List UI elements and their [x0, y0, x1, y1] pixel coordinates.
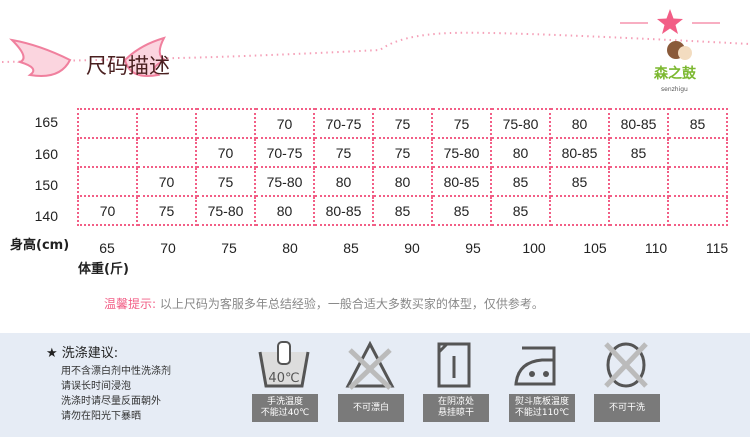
table-cell: 75-80	[490, 108, 551, 139]
table-cell	[136, 108, 197, 139]
care-line: 洗涤时请尽量反面朝外	[61, 396, 161, 407]
table-cell	[608, 195, 669, 226]
page-title: 尺码描述	[86, 54, 170, 78]
table-row: 70 70-75 75 75 75-80 80 80-85 85	[77, 108, 728, 139]
table-cell	[195, 108, 256, 139]
care-line: 请误长时间浸泡	[61, 381, 131, 392]
table-cell: 75	[313, 137, 374, 168]
table-cell: 75	[136, 195, 197, 226]
right-wing-icon	[123, 36, 168, 77]
care-label: 在阴凉处 悬挂晾干	[423, 394, 489, 422]
care-label: 不可漂白	[338, 394, 404, 422]
table-cell: 85	[431, 195, 492, 226]
table-cell: 80	[372, 166, 433, 197]
table-cell: 80	[313, 166, 374, 197]
tip-text: 以上尺码为客服多年总结经验，一般合适大多数买家的体型，仅供参考。	[159, 297, 544, 311]
table-cell: 75	[372, 108, 433, 139]
table-cell: 70-75	[254, 137, 315, 168]
column-label: 65	[99, 240, 115, 256]
table-cell: 80-85	[431, 166, 492, 197]
column-label: 105	[583, 240, 607, 256]
column-label: 70	[160, 240, 176, 256]
table-row: 70 75 75-80 80 80 80-85 85 85	[77, 166, 728, 197]
tip: 温馨提示: 以上尺码为客服多年总结经验，一般合适大多数买家的体型，仅供参考。	[104, 297, 544, 311]
table-cell: 70	[77, 195, 138, 226]
table-cell: 85	[490, 166, 551, 197]
row-label: 140	[34, 208, 58, 224]
table-cell: 85	[372, 195, 433, 226]
star-bullet-icon: ★	[46, 346, 58, 361]
brand-logo: 森之鼓	[654, 66, 696, 82]
table-cell: 70	[254, 108, 315, 139]
column-label: 115	[705, 240, 729, 256]
table-cell: 85	[608, 137, 669, 168]
squirrel-logo-icon	[667, 41, 692, 60]
column-label: 110	[644, 240, 668, 256]
wash-temp: 40℃	[268, 371, 299, 386]
table-cell: 85	[490, 195, 551, 226]
table-cell	[667, 137, 728, 168]
table-cell: 80-85	[608, 108, 669, 139]
column-label: 80	[282, 240, 298, 256]
brand-sub: senzhigu	[661, 86, 688, 93]
column-label: 95	[465, 240, 481, 256]
table-cell: 80-85	[313, 195, 374, 226]
iron-icon	[514, 346, 556, 386]
table-cell	[549, 195, 610, 226]
care-label: 不可干洗	[594, 394, 660, 422]
star-icon	[657, 9, 683, 34]
row-label: 160	[34, 146, 58, 162]
table-cell: 85	[549, 166, 610, 197]
table-cell: 85	[667, 108, 728, 139]
tip-label: 温馨提示:	[104, 297, 157, 311]
table-cell	[136, 137, 197, 168]
column-label: 75	[221, 240, 237, 256]
care-title: ★ 洗涤建议:	[46, 346, 118, 361]
care-label: 手洗温度 不能过40℃	[252, 394, 318, 422]
table-cell	[667, 195, 728, 226]
table-cell: 80	[549, 108, 610, 139]
table-cell: 75	[372, 137, 433, 168]
height-axis-label: 身高(cm)	[10, 238, 70, 253]
header-decoration	[1, 9, 750, 77]
table-cell	[667, 166, 728, 197]
dry-in-shade-icon	[437, 342, 471, 388]
table-cell	[608, 166, 669, 197]
table-cell: 70	[195, 137, 256, 168]
row-label: 150	[34, 177, 58, 193]
care-line: 请勿在阳光下暴晒	[61, 411, 141, 422]
table-cell: 75	[195, 166, 256, 197]
column-label: 100	[522, 240, 546, 256]
table-cell: 75-80	[195, 195, 256, 226]
table-cell: 80-85	[549, 137, 610, 168]
table-cell	[77, 108, 138, 139]
table-row: 70 75 75-80 80 80-85 85 85 85	[77, 195, 728, 226]
table-cell: 80	[490, 137, 551, 168]
no-bleach-icon	[345, 340, 395, 390]
table-cell	[77, 137, 138, 168]
table-cell	[77, 166, 138, 197]
size-table: 70 70-75 75 75 75-80 80 80-85 85 70 70-75 75 75 75-8…	[77, 108, 728, 226]
table-cell: 70	[136, 166, 197, 197]
table-cell: 75-80	[254, 166, 315, 197]
table-cell: 75	[431, 108, 492, 139]
column-label: 90	[404, 240, 420, 256]
weight-axis-label: 体重(斤)	[78, 262, 129, 277]
hand-wash-icon: 40℃	[258, 341, 310, 388]
table-cell: 75-80	[431, 137, 492, 168]
table-cell: 70-75	[313, 108, 374, 139]
row-label: 165	[34, 114, 58, 130]
table-row: 70 70-75 75 75 75-80 80 80-85 85	[77, 137, 728, 168]
care-label: 熨斗底板温度 不能过110℃	[509, 394, 575, 422]
no-dry-clean-icon	[604, 342, 648, 388]
table-cell: 80	[254, 195, 315, 226]
left-wing-icon	[9, 38, 72, 77]
care-title-text: 洗涤建议:	[61, 346, 119, 361]
care-line: 用不含漂白剂中性洗涤剂	[61, 366, 171, 377]
column-label: 85	[343, 240, 359, 256]
